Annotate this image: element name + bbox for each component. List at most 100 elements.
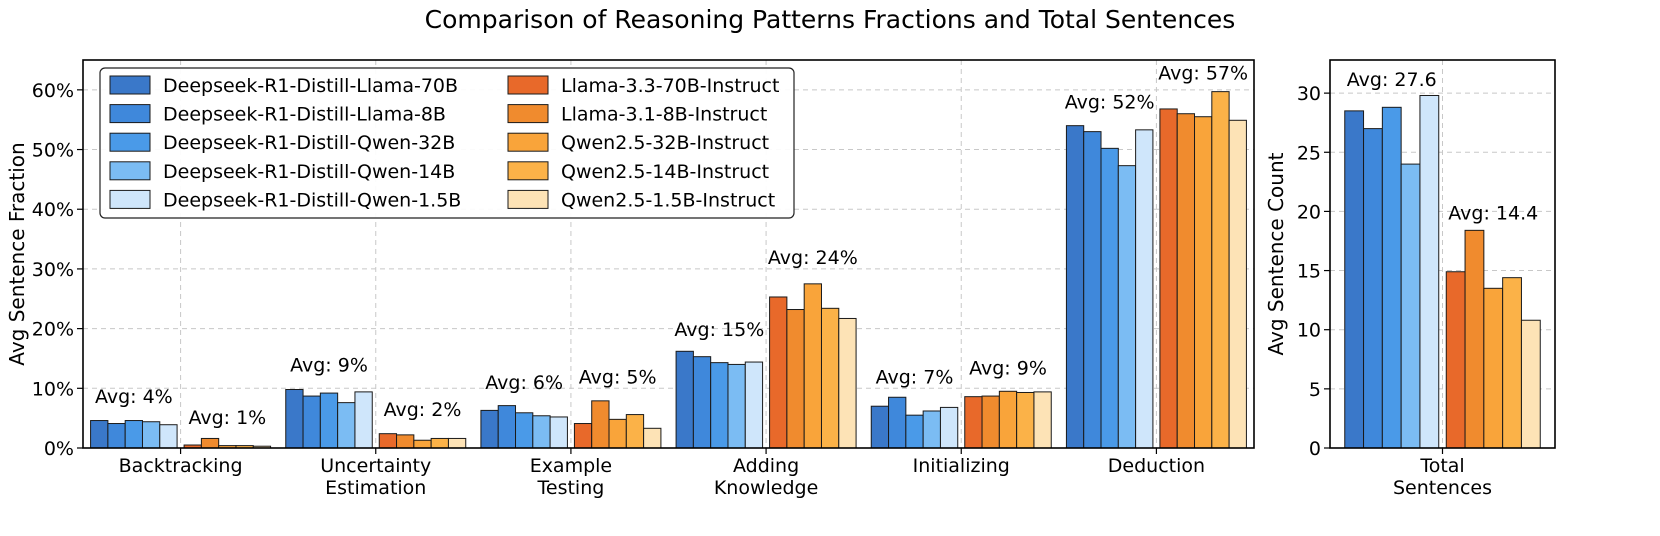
- bar-qwen2-5-14b-instruct-4: [1016, 391, 1035, 449]
- legend-label-deepseek-r1-distill-qwen-1-5b: Deepseek-R1-Distill-Qwen-1.5B: [163, 189, 461, 211]
- bar-total-deepseek-r1-distill-llama-70b: [1344, 110, 1365, 449]
- bar-qwen2-5-32b-instruct-1: [413, 439, 432, 449]
- legend-swatch-deepseek-r1-distill-qwen-32b: [109, 132, 151, 152]
- bar-deepseek-r1-distill-qwen-14b-2: [532, 415, 551, 449]
- legend-label-qwen2-5-32b-instruct: Qwen2.5-32B-Instruct: [561, 132, 769, 154]
- total-sentences-panel: Avg: 27.6 Avg: 14.4 0 5 10 15 20 25 30 Avg Sente…: [1264, 59, 1556, 499]
- bar-llama-3-1-8b-instruct-5: [1176, 113, 1196, 449]
- y-tick-label: 0%: [44, 438, 74, 460]
- x-tick-label: Knowledge: [714, 477, 818, 499]
- y-axis-label: Avg Sentence Fraction: [5, 142, 29, 365]
- bar-deepseek-r1-distill-qwen-1-5b-0: [159, 424, 178, 449]
- chart-title: Comparison of Reasoning Patterns Fractio…: [425, 5, 1236, 34]
- bar-total-llama-3-3-70b-instruct: [1445, 271, 1466, 449]
- bar-qwen2-5-14b-instruct-3: [820, 307, 840, 449]
- avg-label: Avg: 2%: [384, 399, 462, 421]
- avg-label: Avg: 6%: [485, 372, 563, 394]
- bar-llama-3-1-8b-instruct-4: [981, 395, 1000, 449]
- bar-deepseek-r1-distill-llama-70b-4: [870, 405, 890, 449]
- bar-qwen2-5-14b-instruct-5: [1211, 91, 1230, 449]
- bar-deepseek-r1-distill-llama-70b-1: [285, 389, 304, 449]
- legend: Deepseek-R1-Distill-Llama-70B Deepseek-R1…: [99, 67, 795, 219]
- avg-label: Avg: 5%: [579, 367, 657, 389]
- x-tick-label: Deduction: [1108, 455, 1205, 477]
- y-tick-label: 20: [1297, 201, 1321, 223]
- main-annotations: Avg: 4% Avg: 1% Avg: 9% Avg: 2% Avg: 6% Avg: …: [95, 63, 1248, 429]
- legend-label-llama-3-3-70b-instruct: Llama-3.3-70B-Instruct: [561, 75, 779, 97]
- bar-qwen2-5-1-5b-instruct-1: [447, 437, 467, 449]
- bar-deepseek-r1-distill-qwen-1-5b-1: [354, 391, 373, 449]
- main-chart-panel: Avg: 4% Avg: 1% Avg: 9% Avg: 2% Avg: 6% Avg: …: [5, 59, 1255, 499]
- y-tick-label: 40%: [32, 199, 74, 221]
- y-tick-label: 10: [1297, 320, 1321, 342]
- legend-swatch-deepseek-r1-distill-qwen-14b: [109, 161, 151, 181]
- bar-qwen2-5-14b-instruct-2: [625, 414, 645, 449]
- x-tick-label: Uncertainty: [320, 455, 431, 477]
- bar-deepseek-r1-distill-qwen-1-5b-4: [939, 406, 959, 449]
- y-tick-label: 50%: [32, 140, 74, 162]
- y-tick-label: 15: [1297, 261, 1321, 283]
- bar-total-llama-3-1-8b-instruct: [1464, 229, 1485, 449]
- y-tick-label: 60%: [32, 80, 74, 102]
- bar-deepseek-r1-distill-qwen-1-5b-5: [1135, 129, 1154, 449]
- bar-deepseek-r1-distill-llama-8b-4: [888, 396, 907, 449]
- bar-deepseek-r1-distill-llama-8b-3: [692, 356, 712, 449]
- avg-label: Avg: 52%: [1065, 91, 1155, 113]
- bar-deepseek-r1-distill-qwen-32b-2: [515, 412, 534, 449]
- x-tick-label: Total: [1419, 455, 1464, 477]
- bar-qwen2-5-1-5b-instruct-2: [643, 427, 662, 449]
- x-tick-label: Testing: [537, 477, 605, 499]
- y-tick-label: 25: [1297, 142, 1321, 164]
- bar-deepseek-r1-distill-llama-8b-0: [107, 423, 126, 449]
- bar-total-qwen2-5-14b-instruct: [1502, 277, 1522, 449]
- bar-deepseek-r1-distill-qwen-32b-4: [905, 414, 924, 449]
- legend-swatch-qwen2-5-32b-instruct: [507, 132, 549, 152]
- y-tick-label: 10%: [32, 378, 74, 400]
- legend-swatch-deepseek-r1-distill-llama-8b: [109, 104, 151, 124]
- y-axis-label: Avg Sentence Count: [1264, 152, 1288, 355]
- bar-deepseek-r1-distill-qwen-32b-5: [1100, 147, 1119, 449]
- y-tick-label: 20%: [32, 319, 74, 341]
- legend-swatch-llama-3-3-70b-instruct: [507, 75, 549, 95]
- bar-llama-3-1-8b-instruct-1: [396, 434, 415, 449]
- bar-deepseek-r1-distill-llama-70b-2: [480, 409, 499, 449]
- avg-label: Avg: 24%: [768, 247, 858, 269]
- bar-llama-3-1-8b-instruct-0: [200, 437, 220, 449]
- bar-llama-3-3-70b-instruct-2: [573, 423, 593, 449]
- legend-swatch-deepseek-r1-distill-llama-70b: [109, 75, 151, 95]
- bar-qwen2-5-1-5b-instruct-4: [1033, 391, 1052, 449]
- x-tick-label: Sentences: [1393, 477, 1492, 499]
- bar-deepseek-r1-distill-qwen-1-5b-2: [549, 416, 568, 449]
- x-tick-label: Initializing: [913, 455, 1010, 477]
- bar-deepseek-r1-distill-qwen-32b-3: [710, 362, 729, 449]
- bar-total-deepseek-r1-distill-qwen-14b: [1400, 163, 1421, 449]
- bar-qwen2-5-32b-instruct-5: [1194, 116, 1213, 449]
- bar-llama-3-3-70b-instruct-5: [1159, 108, 1178, 449]
- bar-total-deepseek-r1-distill-qwen-1-5b: [1419, 94, 1440, 449]
- y-tick-label: 30%: [32, 259, 74, 281]
- legend-swatch-deepseek-r1-distill-qwen-1-5b: [109, 189, 151, 209]
- bar-total-deepseek-r1-distill-qwen-32b: [1381, 106, 1402, 449]
- legend-label-qwen2-5-1-5b-instruct: Qwen2.5-1.5B-Instruct: [561, 189, 775, 211]
- y-tick-label: 30: [1297, 83, 1321, 105]
- bar-total-qwen2-5-1-5b-instruct: [1520, 319, 1541, 449]
- bar-total-deepseek-r1-distill-llama-8b: [1363, 128, 1383, 449]
- bar-llama-3-3-70b-instruct-4: [964, 396, 983, 449]
- avg-label: Avg: 15%: [674, 319, 764, 341]
- legend-label-deepseek-r1-distill-qwen-32b: Deepseek-R1-Distill-Qwen-32B: [163, 132, 455, 154]
- bar-llama-3-1-8b-instruct-3: [786, 309, 805, 449]
- bar-deepseek-r1-distill-qwen-14b-4: [922, 410, 941, 449]
- legend-label-llama-3-1-8b-instruct: Llama-3.1-8B-Instruct: [561, 104, 767, 126]
- avg-label: Avg: 4%: [95, 386, 173, 408]
- legend-box: [99, 67, 795, 219]
- bar-deepseek-r1-distill-qwen-14b-1: [337, 402, 356, 449]
- main-plot-frame: [82, 59, 1255, 449]
- bar-deepseek-r1-distill-qwen-14b-0: [141, 421, 161, 449]
- bar-qwen2-5-32b-instruct-3: [803, 283, 822, 449]
- y-tick-label: 5: [1309, 379, 1321, 401]
- legend-label-deepseek-r1-distill-llama-8b: Deepseek-R1-Distill-Llama-8B: [163, 104, 446, 126]
- bar-deepseek-r1-distill-qwen-1-5b-3: [744, 361, 764, 449]
